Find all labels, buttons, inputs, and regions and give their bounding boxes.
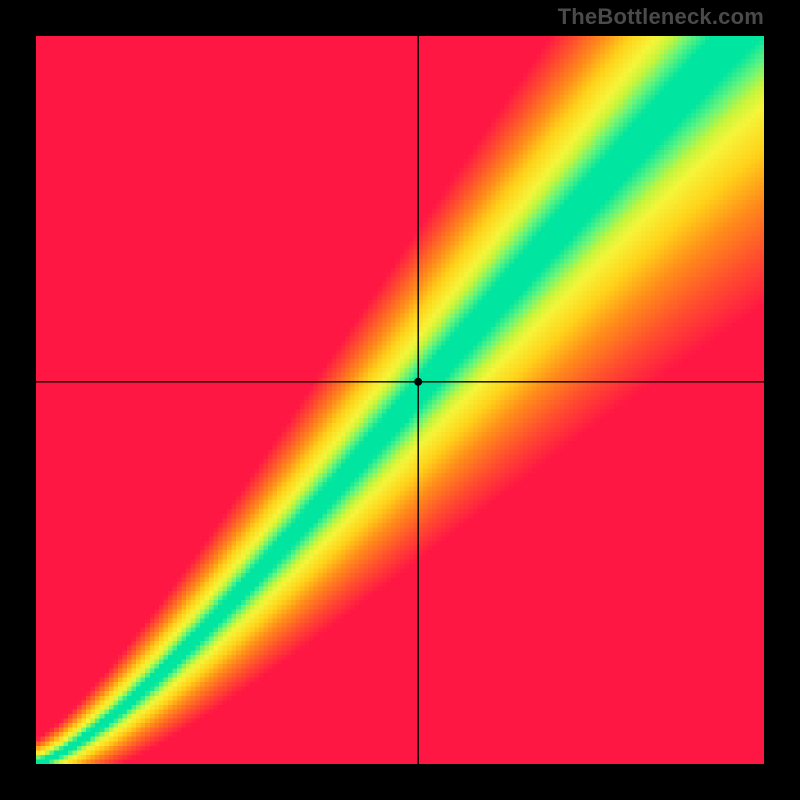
watermark-text: TheBottleneck.com (558, 4, 764, 30)
bottleneck-heatmap (36, 36, 764, 764)
